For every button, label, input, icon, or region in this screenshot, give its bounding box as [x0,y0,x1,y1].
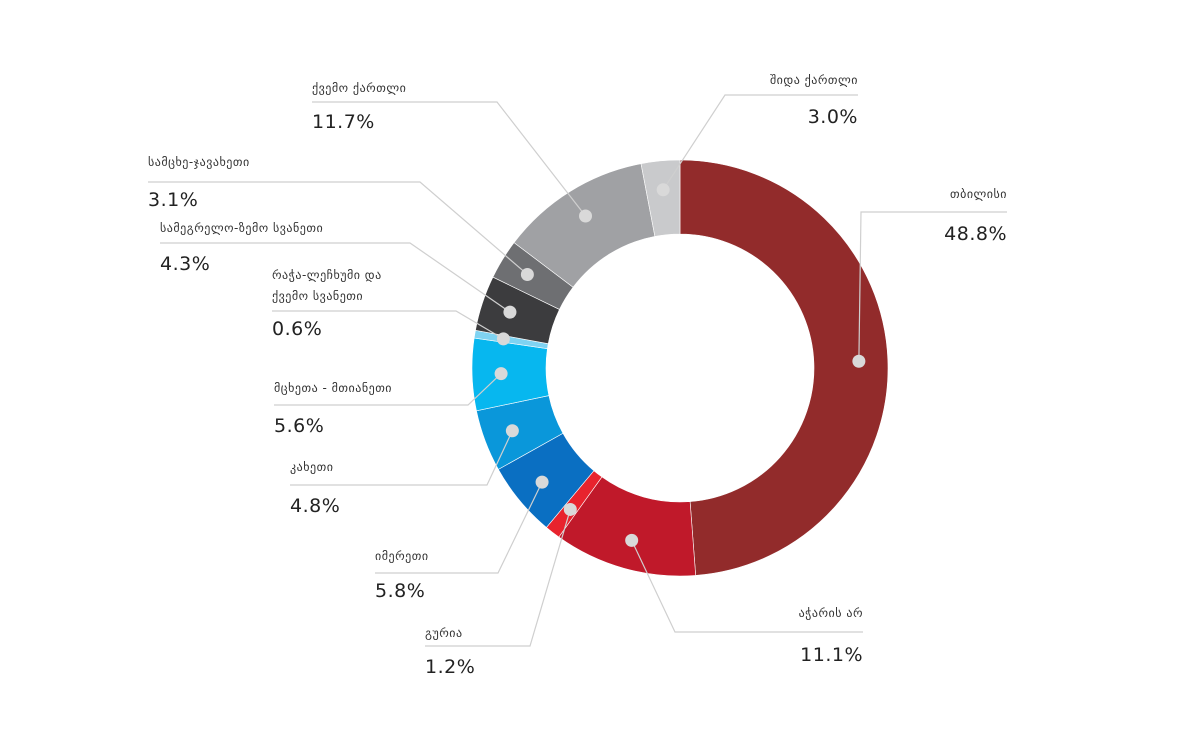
slice-4-value-label: 5.8% [375,580,425,602]
slice-8-leader-line [160,242,511,313]
slice-1[interactable] [679,159,889,576]
slice-11-value-label: 3.0% [808,106,858,128]
slice-10-leader-line [312,101,586,217]
slice-1-leader-line [858,211,1007,362]
slice-labels: თბილისი 48.8% აჭარის არ 11.1% გურია 1.2% იმერე… [148,73,1007,678]
slice-4-marker-dot [535,475,549,489]
slice-4-name-label: იმერეთი [375,549,429,563]
slice-5-leader-line [290,430,513,486]
slice-5-marker-dot [505,424,519,438]
slice-7-marker-dot [496,332,510,346]
leader-lines [148,94,1007,647]
slice-1-marker-dot [852,354,866,368]
slice-6-name-label: მცხეთა - მთიანეთი [274,381,392,395]
slice-6-marker-dot [494,367,508,381]
slice-7-leader-line [272,310,504,340]
slice-8-marker-dot [503,305,517,319]
slice-4-leader-line [375,481,543,574]
slice-10-marker-dot [579,209,593,223]
slice-6-value-label: 5.6% [274,415,324,437]
slice-5-name-label: კახეთი [290,460,333,474]
slice-11-marker-dot [656,183,670,197]
slice-2-value-label: 11.1% [800,644,863,666]
slice-9-marker-dot [520,267,534,281]
slice-3-marker-dot [563,502,577,516]
slice-9-leader-line [148,181,528,275]
slice-9-value-label: 3.1% [148,189,198,211]
slice-7-value-label: 0.6% [272,318,322,340]
donut-slices [471,159,889,577]
slice-10-name-label: ქვემო ქართლი [312,81,406,95]
slice-2-marker-dot [625,533,639,547]
slice-2-leader-line [631,540,863,633]
slice-1-name-label: თბილისი [950,187,1007,201]
slice-11-name-label: შიდა ქართლი [770,73,858,87]
slice-1-value-label: 48.8% [944,223,1007,245]
slice-3-leader-line [425,509,571,647]
slice-2-name-label: აჭარის არ [799,606,863,620]
slice-6-leader-line [274,373,502,406]
slice-3-name-label: გურია [425,626,463,640]
slice-8-value-label: 4.3% [160,253,210,275]
slice-9-name-label: სამცხე-ჯავახეთი [148,155,250,169]
slice-5-value-label: 4.8% [290,495,340,517]
slice-3-value-label: 1.2% [425,656,475,678]
slice-11-leader-line [662,94,858,191]
slice-7-name-label: რაჭა-ლეჩხუმი და ქვემო სვანეთი [272,268,382,303]
slice-10-value-label: 11.7% [312,111,375,133]
slice-8-name-label: სამეგრელო-ზემო სვანეთი [160,221,323,235]
